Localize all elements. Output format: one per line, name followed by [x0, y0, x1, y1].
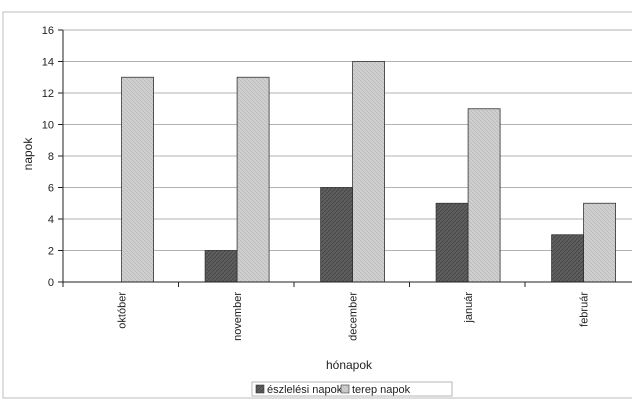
- y-tick-label: 2: [48, 246, 54, 258]
- y-tick-label: 14: [42, 57, 54, 69]
- y-axis-title: napok: [21, 137, 35, 171]
- legend: észlelési napok terep napok: [251, 381, 453, 397]
- bar-észlelési-napok-november: [204, 250, 238, 283]
- x-tick-label: december: [348, 292, 360, 341]
- y-tick-label: 12: [42, 88, 54, 100]
- x-tick-label: január: [463, 292, 475, 324]
- y-tick-label: 16: [42, 25, 54, 37]
- bar-észlelési-napok-december: [320, 187, 354, 283]
- x-tick-labels: október november december január február: [62, 282, 591, 341]
- x-tick-label: november: [232, 292, 244, 341]
- y-tick-label: 10: [42, 120, 54, 132]
- y-tick-label: 0: [48, 277, 54, 289]
- legend-box: [251, 381, 453, 397]
- legend-swatch: [255, 384, 265, 394]
- bar-észlelési-napok-február: [551, 234, 584, 283]
- y-tick-labels: 0 2 4 6 8 10 12 14 16: [42, 25, 63, 289]
- legend-label: észlelési napok: [267, 384, 343, 396]
- bar-terep-napok-december: [352, 61, 386, 283]
- chart-border: [2, 11, 632, 399]
- y-tick-label: 6: [48, 183, 54, 195]
- bar-terep-napok-október: [121, 76, 154, 283]
- legend-swatch: [340, 384, 350, 394]
- bar-terep-napok-november: [236, 76, 270, 283]
- bar-terep-napok-február: [583, 202, 616, 283]
- x-tick-label: február: [579, 292, 591, 327]
- legend-label: terep napok: [352, 384, 411, 396]
- bar-terep-napok-január: [467, 108, 501, 283]
- bar-észlelési-napok-január: [435, 202, 469, 283]
- y-tick-label: 4: [48, 214, 54, 226]
- bars: [121, 61, 616, 283]
- y-tick-label: 8: [48, 151, 54, 163]
- x-axis-title: hónapok: [326, 358, 373, 372]
- x-tick-label: október: [117, 292, 129, 329]
